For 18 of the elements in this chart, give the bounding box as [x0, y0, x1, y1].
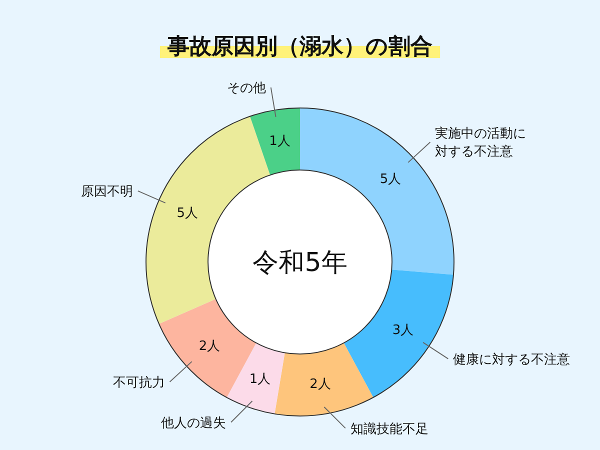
data-label: 5人: [176, 206, 198, 222]
data-label: 1人: [249, 372, 271, 387]
slice-label: 実施中の活動に対する不注意: [435, 126, 526, 160]
slice-label: 他人の過失: [161, 416, 226, 431]
slice-label: 知識技能不足: [350, 422, 428, 437]
donut-slice: [226, 342, 285, 414]
data-label: 5人: [380, 172, 402, 188]
data-label: 2人: [310, 376, 331, 392]
data-label: 1人: [269, 134, 290, 150]
slice-label: 原因不明: [80, 184, 133, 200]
donut-slice: [250, 108, 300, 175]
text: 令和5年: [252, 248, 348, 278]
donut-slice: [274, 342, 374, 416]
data-label: 2人: [198, 338, 220, 354]
slice-label: 健康に対する不注意: [453, 351, 570, 368]
slice-label: 不可抗力: [112, 375, 165, 390]
data-label: 3人: [392, 322, 414, 338]
slice-label: その他: [226, 80, 266, 96]
